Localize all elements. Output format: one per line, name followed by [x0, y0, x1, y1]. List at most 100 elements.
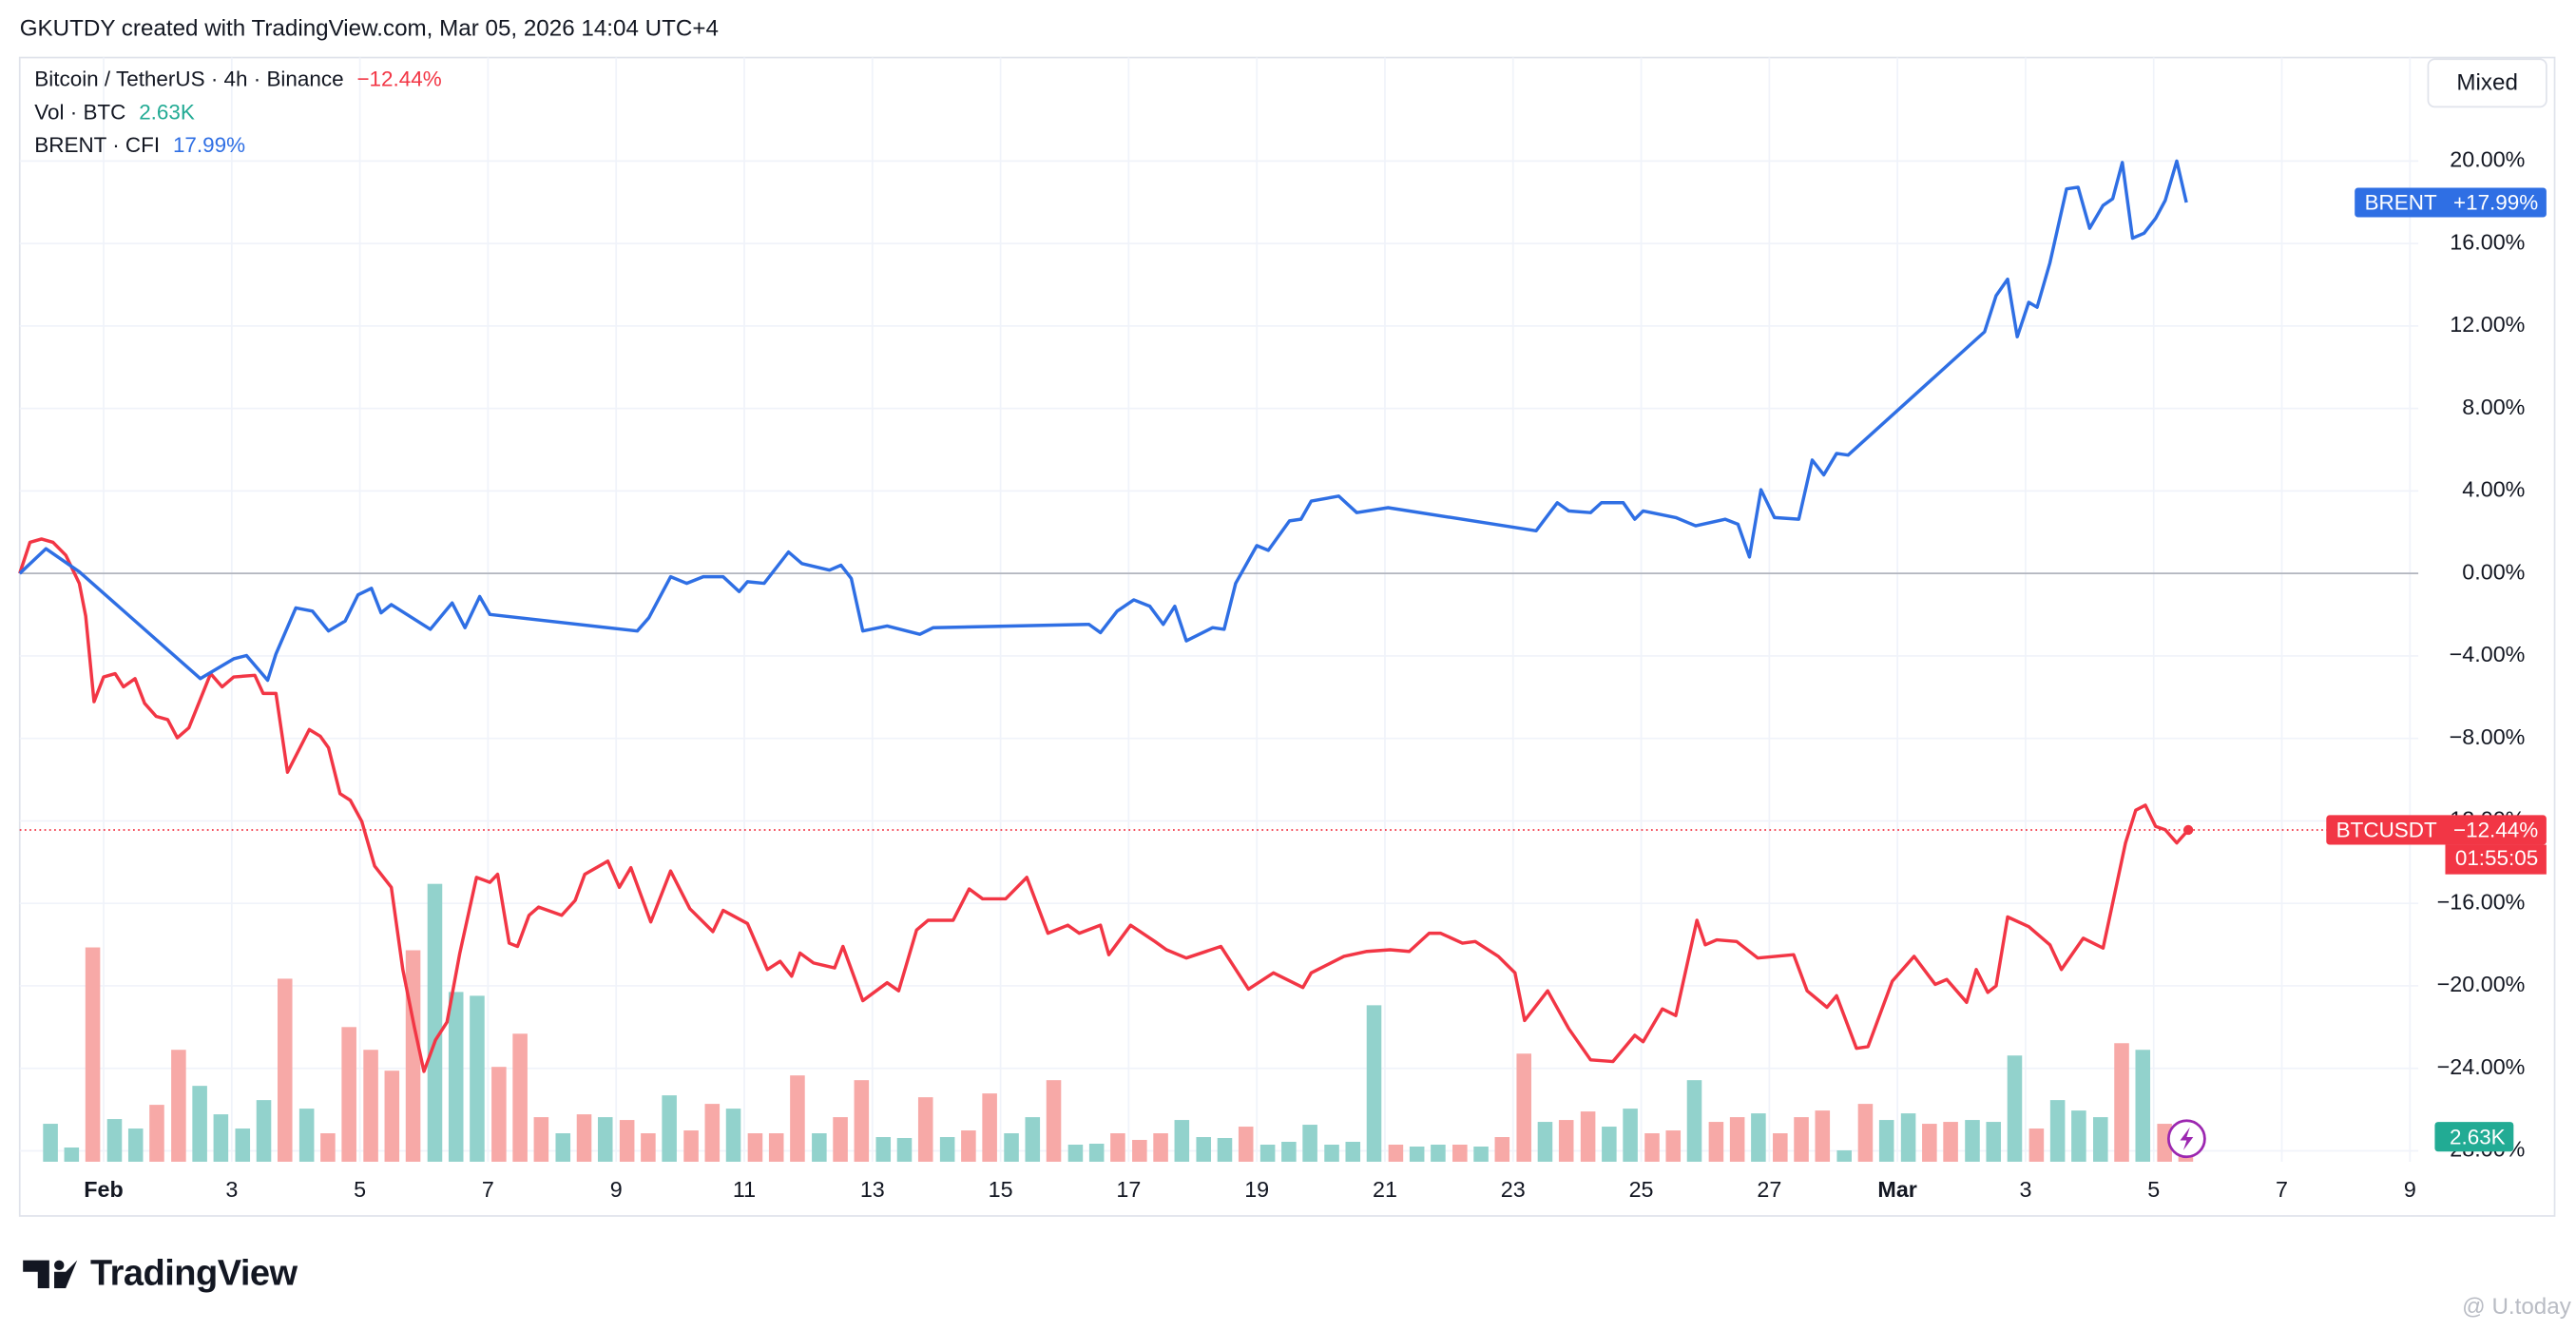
last-point [2182, 824, 2194, 836]
x-tick-label: 25 [1629, 1177, 1654, 1202]
volume-bar [1088, 1143, 1105, 1162]
volume-bar [896, 1138, 913, 1162]
volume-bar [363, 1050, 378, 1162]
volume-bar [171, 1050, 186, 1162]
volume-bar [341, 1027, 356, 1162]
volume-bar [1686, 1080, 1702, 1162]
volume-bar [1366, 1005, 1382, 1162]
badge-value: +17.99% [2453, 191, 2538, 215]
volume-bar [256, 1100, 272, 1162]
volume-bar [491, 1067, 507, 1162]
volume-bar [427, 883, 443, 1162]
chart-frame [18, 56, 2556, 1217]
volume-bar [1067, 1144, 1084, 1162]
volume-bar [1751, 1113, 1766, 1162]
volume-bar [619, 1120, 635, 1162]
volume-bar [2114, 1043, 2129, 1162]
x-tick-label: Feb [84, 1177, 123, 1202]
legend-name: Vol · BTC [34, 100, 125, 124]
volume-badge-value: 2.63K [2450, 1125, 2506, 1148]
volume-bar [768, 1133, 784, 1162]
volume-bar [1580, 1111, 1596, 1162]
lines [18, 159, 2419, 1073]
x-tick-label: 23 [1501, 1177, 1526, 1202]
volume-bar [448, 992, 464, 1162]
logo-dot [54, 1260, 65, 1271]
volume-bar [533, 1117, 549, 1162]
legend-value: 2.63K [139, 100, 195, 124]
volume-bar [1473, 1146, 1489, 1162]
volume-bar [597, 1117, 613, 1162]
volume-bar [2028, 1128, 2045, 1162]
volume-bar [939, 1137, 955, 1162]
volume-bar [576, 1114, 592, 1162]
volume-bar [1238, 1127, 1254, 1162]
volume-bar [1900, 1113, 1916, 1162]
volume-badge [2434, 1122, 2514, 1152]
volume-bar [1857, 1104, 1874, 1162]
volume-bar [662, 1095, 677, 1162]
button-frame[interactable] [2427, 58, 2547, 108]
x-tick-label: 11 [733, 1177, 756, 1202]
volume-bar [384, 1071, 400, 1162]
volume-bar [1388, 1144, 1404, 1162]
icon-bolt[interactable] [2180, 1127, 2194, 1150]
y-tick-label: −20.00% [2437, 972, 2526, 996]
x-tick-label: 7 [2276, 1177, 2288, 1202]
volume-bar [512, 1033, 528, 1162]
y-tick-label: −16.00% [2437, 889, 2526, 914]
volume-bar [1345, 1142, 1361, 1162]
volume-bar [1773, 1133, 1788, 1162]
button-label[interactable]: Mixed [2456, 70, 2518, 96]
scale-mode-button[interactable]: Mixed [2427, 58, 2547, 108]
volume-bar [1217, 1138, 1233, 1162]
volume-bar [64, 1147, 80, 1162]
grid [19, 57, 2419, 1162]
volume-bar [1046, 1080, 1062, 1162]
volume-bar [1623, 1109, 1638, 1162]
volume-bar [1196, 1137, 1212, 1162]
y-tick-label: 12.00% [2450, 312, 2525, 337]
volume-bar [555, 1133, 571, 1162]
volume-bar [1174, 1120, 1190, 1162]
volume-bar [1259, 1144, 1276, 1162]
volume-bar [1110, 1133, 1125, 1162]
volume-bar [812, 1133, 827, 1162]
countdown: 01:55:05 [2455, 846, 2538, 870]
legend-name: Bitcoin / TetherUS · 4h · Binance [34, 68, 343, 91]
volume-bar [106, 1119, 123, 1162]
volume-bar [2135, 1050, 2151, 1162]
volume-bar [235, 1128, 251, 1162]
volume-bar [1815, 1110, 1831, 1162]
price-badge [2326, 815, 2547, 845]
badge-name: BRENT [2365, 191, 2437, 215]
volume-bar [1132, 1140, 1147, 1162]
volume-bar [1644, 1133, 1660, 1162]
volume-bar [1943, 1122, 1958, 1162]
x-tick-label: 3 [225, 1177, 238, 1202]
volume-bar [320, 1133, 336, 1162]
x-tick-label: 13 [860, 1177, 885, 1202]
volume-bar [961, 1130, 976, 1162]
volume-bar [298, 1109, 315, 1162]
y-tick-label: 20.00% [2450, 147, 2525, 172]
x-tick-label: 21 [1373, 1177, 1397, 1202]
volume-bar [85, 947, 101, 1162]
y-tick-label: −4.00% [2450, 642, 2526, 666]
volume-bar [1281, 1142, 1297, 1162]
volume-bar [1004, 1133, 1019, 1162]
volume-bar [982, 1093, 997, 1162]
x-tick-label: 27 [1757, 1177, 1781, 1202]
volume-bar [1729, 1117, 1745, 1162]
logo-mark [23, 1260, 78, 1289]
legend-entry: Bitcoin / TetherUS · 4h · Binance −12.44% [34, 68, 441, 91]
volume-bar [1665, 1130, 1682, 1162]
lightning-icon[interactable] [2166, 1119, 2206, 1159]
volume-bar [1602, 1127, 1617, 1162]
x-tick-label: 7 [482, 1177, 494, 1202]
x-tick-label: 9 [2404, 1177, 2416, 1202]
volume-bar [875, 1137, 892, 1162]
volume-bar [1025, 1117, 1041, 1162]
volume-bar [790, 1075, 805, 1162]
